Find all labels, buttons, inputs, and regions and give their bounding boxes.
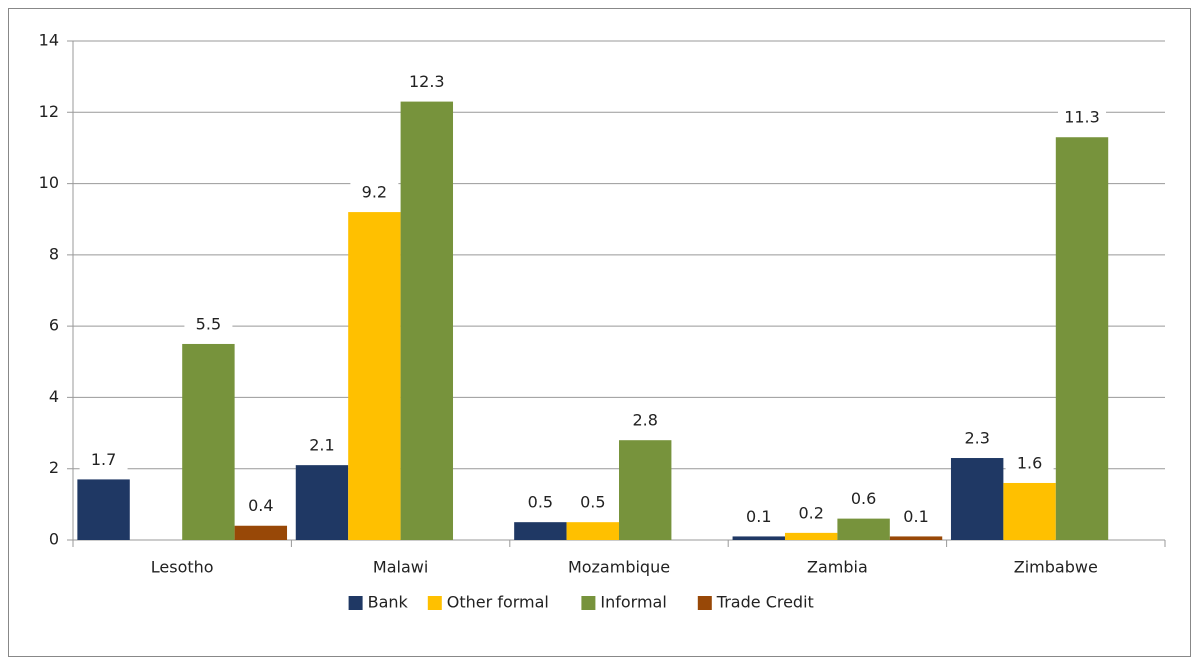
- legend-label: Bank: [368, 593, 409, 612]
- bar: [1055, 137, 1109, 540]
- value-label: 9.2: [362, 183, 387, 202]
- bar: [182, 343, 235, 540]
- value-label: 1.7: [91, 450, 116, 469]
- value-label-bg: [236, 494, 285, 519]
- value-label: 2.1: [309, 436, 334, 455]
- value-label-bg: [787, 501, 836, 526]
- value-label: 11.3: [1064, 108, 1100, 127]
- y-tick-label: 14: [39, 31, 59, 50]
- value-label: 0.5: [528, 493, 553, 512]
- value-label-bg: [953, 427, 1002, 452]
- y-tick-label: 0: [49, 530, 59, 549]
- bar: [77, 479, 130, 540]
- value-label-bg: [1005, 451, 1054, 476]
- value-label: 0.5: [580, 493, 605, 512]
- x-tick-label: Lesotho: [151, 558, 214, 577]
- bar: [566, 522, 619, 540]
- value-label: 12.3: [409, 72, 445, 91]
- value-label-bg: [621, 409, 670, 434]
- legend-swatch: [427, 596, 442, 610]
- bar: [889, 536, 943, 540]
- y-tick-label: 2: [49, 458, 59, 477]
- value-label: 2.8: [632, 411, 657, 430]
- x-tick-label: Zimbabwe: [1014, 558, 1098, 577]
- value-label-bg: [184, 312, 233, 337]
- bar: [348, 212, 401, 541]
- x-tick-label: Malawi: [373, 558, 428, 577]
- x-tick-label: Zambia: [807, 558, 868, 577]
- y-tick-label: 10: [39, 173, 59, 192]
- bar: [234, 525, 288, 540]
- value-label-bg: [79, 448, 128, 473]
- bar: [514, 522, 567, 540]
- value-label-bg: [568, 491, 617, 516]
- value-label-bg: [516, 491, 565, 516]
- y-tick-label: 6: [49, 316, 59, 335]
- value-label: 5.5: [196, 314, 221, 333]
- bar: [837, 518, 890, 540]
- bar: [400, 101, 454, 540]
- value-label-bg: [350, 181, 399, 206]
- y-tick-label: 8: [49, 244, 59, 263]
- y-tick-label: 4: [49, 387, 59, 406]
- bar: [1003, 482, 1056, 540]
- value-label: 0.2: [798, 503, 823, 522]
- bar: [732, 536, 785, 540]
- legend-label: Trade Credit: [716, 593, 814, 612]
- legend-label: Other formal: [447, 593, 549, 612]
- value-label: 2.3: [964, 429, 989, 448]
- value-label-bg: [297, 434, 346, 459]
- legend-swatch: [697, 596, 712, 610]
- value-label: 0.1: [746, 507, 771, 526]
- value-label: 0.4: [248, 496, 273, 515]
- y-tick-label: 12: [39, 102, 59, 121]
- value-label-bg: [402, 70, 451, 95]
- value-label: 0.6: [851, 489, 876, 508]
- bar: [950, 458, 1004, 540]
- bar: [784, 532, 838, 540]
- value-label: 0.1: [903, 507, 928, 526]
- bar: [619, 440, 672, 540]
- legend-swatch: [581, 596, 596, 610]
- bar: [295, 465, 349, 540]
- value-label-bg: [1058, 106, 1107, 131]
- value-label-bg: [839, 487, 888, 512]
- value-label-bg: [892, 505, 941, 530]
- legend-swatch: [348, 596, 363, 610]
- value-label-bg: [734, 505, 783, 530]
- x-tick-label: Mozambique: [568, 558, 670, 577]
- legend-label: Informal: [600, 593, 666, 612]
- value-label: 1.6: [1017, 453, 1042, 472]
